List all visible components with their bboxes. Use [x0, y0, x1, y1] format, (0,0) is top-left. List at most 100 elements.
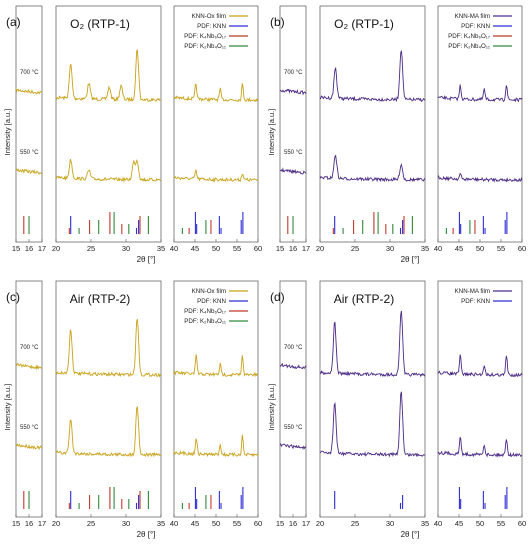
temperature-label: 700 °C — [284, 70, 303, 76]
x-tick-label: 25 — [87, 244, 95, 253]
x-tick-label: 25 — [351, 519, 359, 528]
axis-frame-1 — [15, 5, 43, 243]
axis-frame-3 — [437, 280, 523, 518]
axis-frame-2 — [319, 280, 426, 518]
panel-c: 15 16 17 20 25 30 35 40 45 50 55 60 (c) Air (RTP-2) 2θ… — [3, 280, 262, 539]
temperature-label: 550 °C — [284, 150, 303, 156]
x-axis-label: 2θ [°] — [137, 530, 156, 539]
legend-label: PDF: K₄Nb₆O₁₇ — [184, 33, 226, 40]
legend-label: PDF: K₂Nb₄O₁₁ — [184, 43, 226, 50]
x-tick-label: 60 — [254, 519, 262, 528]
axis-frame-1 — [15, 280, 43, 518]
spectrum-line — [319, 50, 426, 102]
x-tick-label: 17 — [38, 519, 46, 528]
axis-frame-1 — [279, 5, 307, 243]
spectrum-line — [55, 318, 162, 378]
spectrum-line — [173, 354, 259, 378]
legend: KNN-MA film PDF: KNN PDF: K₄Nb₆O₁₇ PDF: K₂N… — [448, 13, 512, 50]
axis-frame-3 — [437, 5, 523, 243]
x-axis-label: 2θ [°] — [137, 255, 156, 264]
x-tick-label: 30 — [122, 244, 130, 253]
legend-label: PDF: K₄Nb₆O₁₇ — [448, 33, 490, 40]
legend: KNN-MA film PDF: KNN — [455, 288, 512, 305]
y-axis-label: Intensity [a.u.] — [267, 109, 276, 156]
spectrum-line — [279, 88, 307, 96]
spectrum-line — [173, 169, 259, 183]
legend-label: PDF: KNN — [461, 23, 490, 30]
x-tick-label: 60 — [254, 244, 262, 253]
spectrum-line — [437, 354, 523, 378]
x-tick-label: 40 — [434, 244, 442, 253]
x-tick-label: 55 — [233, 519, 241, 528]
x-tick-label: 15 — [276, 519, 284, 528]
spectrum-line — [15, 88, 43, 95]
x-tick-label: 45 — [191, 244, 199, 253]
y-axis-label: Intensity [a.u.] — [267, 384, 276, 431]
spectrum-line — [279, 362, 307, 370]
panel-d: 15 16 17 20 25 30 35 40 45 50 55 60 (d) Air (RTP-2) 2θ… — [267, 280, 526, 539]
x-tick-label: 30 — [386, 244, 394, 253]
temperature-label: 550 °C — [20, 425, 39, 431]
x-tick-label: 20 — [52, 244, 60, 253]
legend-label: PDF: KNN — [197, 23, 226, 30]
legend-label: KNN-Ox film — [192, 288, 226, 295]
axis-frame-1 — [279, 280, 307, 518]
x-tick-label: 35 — [421, 519, 429, 528]
legend-label: PDF: K₂Nb₄O₁₁ — [184, 318, 226, 325]
x-tick-label: 60 — [518, 519, 526, 528]
spectrum-line — [437, 437, 523, 458]
x-tick-label: 25 — [87, 519, 95, 528]
y-axis-label: Intensity [a.u.] — [3, 384, 12, 431]
x-tick-label: 45 — [455, 519, 463, 528]
x-tick-label: 35 — [157, 244, 165, 253]
panel-title: Air (RTP-2) — [70, 292, 130, 306]
x-tick-label: 40 — [434, 519, 442, 528]
x-tick-label: 45 — [191, 519, 199, 528]
x-tick-label: 35 — [157, 519, 165, 528]
axis-frame-2 — [55, 280, 162, 518]
temperature-label: 550 °C — [20, 150, 39, 156]
x-tick-label: 17 — [302, 519, 310, 528]
x-tick-label: 45 — [455, 244, 463, 253]
spectrum-line — [55, 406, 162, 458]
spectrum-line — [15, 168, 43, 175]
x-tick-label: 20 — [316, 244, 324, 253]
x-tick-label: 40 — [170, 244, 178, 253]
x-tick-label: 30 — [386, 519, 394, 528]
axis-frame-3 — [173, 280, 259, 518]
x-tick-label: 55 — [233, 244, 241, 253]
x-tick-label: 55 — [497, 519, 505, 528]
x-tick-label: 25 — [351, 244, 359, 253]
panel-title: Air (RTP-2) — [334, 292, 394, 306]
panel-label: (a) — [6, 15, 21, 29]
axis-frame-2 — [319, 5, 426, 243]
spectrum-line — [319, 310, 426, 378]
x-tick-label: 20 — [316, 519, 324, 528]
x-tick-label: 50 — [212, 244, 220, 253]
spectrum-line — [55, 158, 162, 183]
legend-label: KNN-MA film — [455, 13, 490, 20]
legend-label: PDF: K₂Nb₄O₁₁ — [448, 43, 490, 50]
panel-title: O₂ (RTP-1) — [334, 17, 394, 31]
x-tick-label: 15 — [12, 519, 20, 528]
temperature-label: 700 °C — [20, 345, 39, 351]
legend: KNN-Ox film PDF: KNN PDF: K₄Nb₆O₁₇ PDF: K₂N… — [184, 288, 248, 325]
axis-frame-2 — [55, 5, 162, 243]
temperature-label: 700 °C — [20, 70, 39, 76]
x-tick-label: 16 — [25, 244, 33, 253]
x-axis-label: 2θ [°] — [401, 255, 420, 264]
temperature-label: 700 °C — [284, 345, 303, 351]
x-tick-label: 50 — [476, 519, 484, 528]
legend-label: PDF: K₄Nb₆O₁₇ — [184, 308, 226, 315]
spectrum-line — [55, 48, 162, 103]
legend: KNN-Ox film PDF: KNN PDF: K₄Nb₆O₁₇ PDF: K₂N… — [184, 13, 248, 50]
x-tick-label: 15 — [276, 244, 284, 253]
temperature-label: 550 °C — [284, 425, 303, 431]
x-tick-label: 20 — [52, 519, 60, 528]
x-tick-label: 17 — [302, 244, 310, 253]
panel-label: (c) — [6, 290, 20, 304]
x-tick-label: 50 — [476, 244, 484, 253]
x-tick-label: 16 — [289, 519, 297, 528]
spectrum-line — [173, 83, 259, 103]
